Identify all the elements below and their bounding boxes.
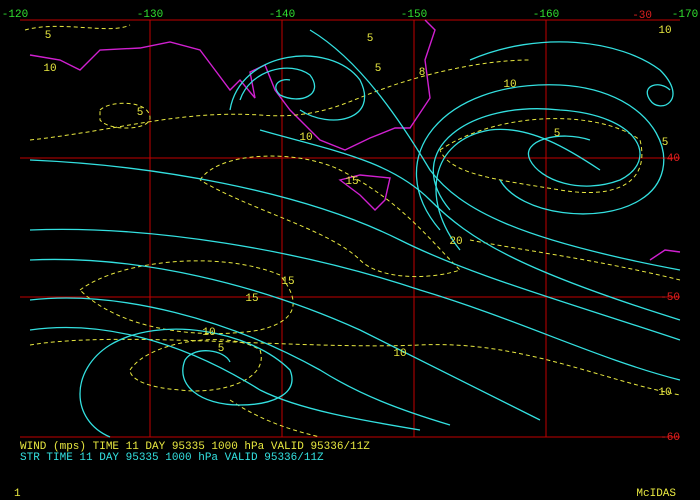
latitude-label: -60 <box>660 432 680 444</box>
longitude-label: -160 <box>533 9 559 21</box>
contour-label: 5 <box>218 343 225 355</box>
contour-label: 15 <box>281 276 294 288</box>
isotach <box>29 59 531 141</box>
wind-contours <box>24 24 681 438</box>
contour-label: 10 <box>658 25 671 37</box>
longitude-label: -140 <box>269 9 295 21</box>
isotach <box>29 338 681 396</box>
isotach <box>99 102 151 129</box>
longitude-label: -150 <box>401 9 427 21</box>
isotach <box>24 24 131 31</box>
streamline <box>239 67 316 101</box>
contour-label: 10 <box>658 387 671 399</box>
coastline <box>29 19 436 151</box>
streamline <box>29 228 681 381</box>
contour-label: 10 <box>202 327 215 339</box>
streamline <box>29 159 681 341</box>
isotach <box>469 239 681 281</box>
contour-label: 15 <box>245 293 258 305</box>
contour-label: 10 <box>393 348 406 360</box>
contour-label: 5 <box>375 63 382 75</box>
graticule <box>20 19 680 438</box>
streamlines <box>29 29 681 438</box>
contour-label: 20 <box>449 236 462 248</box>
contour-label: 5 <box>137 107 144 119</box>
streamline <box>309 29 681 271</box>
contour-label: 10 <box>299 132 312 144</box>
caption: STR TIME 11 DAY 95335 1000 hPa VALID 953… <box>20 452 324 464</box>
contour-label: 8 <box>419 67 426 79</box>
latitude-label: -30 <box>632 10 652 22</box>
streamline <box>259 129 681 321</box>
contour-label: 5 <box>367 33 374 45</box>
contour-label: 10 <box>503 79 516 91</box>
streamline <box>229 55 366 121</box>
longitude-label: -130 <box>137 9 163 21</box>
streamline <box>415 84 665 231</box>
coastline <box>338 174 391 211</box>
contour-label: 10 <box>43 63 56 75</box>
labels: -120 -130 -140 -150 -160 -170-30-40-50-605105… <box>2 9 698 500</box>
contour-label: 5 <box>554 128 561 140</box>
streamline <box>79 328 293 438</box>
streamline <box>432 108 641 211</box>
isotach <box>229 399 321 438</box>
latitude-label: -50 <box>660 292 680 304</box>
coastlines <box>29 19 681 261</box>
contour-label: 5 <box>45 30 52 42</box>
caption: WIND (mps) TIME 11 DAY 95335 1000 hPa VA… <box>20 441 370 453</box>
contour-label: 15 <box>345 176 358 188</box>
coastline <box>649 249 681 261</box>
streamline <box>29 326 421 431</box>
contour-label: 5 <box>662 137 669 149</box>
software-label: McIDAS <box>636 488 676 500</box>
longitude-label: -170 <box>672 9 698 21</box>
streamline <box>29 297 451 426</box>
longitude-label: -120 <box>2 9 28 21</box>
isotach <box>129 339 262 392</box>
isotach <box>199 155 461 277</box>
streamline <box>435 128 601 251</box>
streamline <box>469 41 674 107</box>
isotach <box>439 118 643 194</box>
isotach <box>79 260 294 335</box>
latitude-label: -40 <box>660 153 680 165</box>
streamline <box>29 258 541 421</box>
frame-number: 1 <box>14 488 21 500</box>
